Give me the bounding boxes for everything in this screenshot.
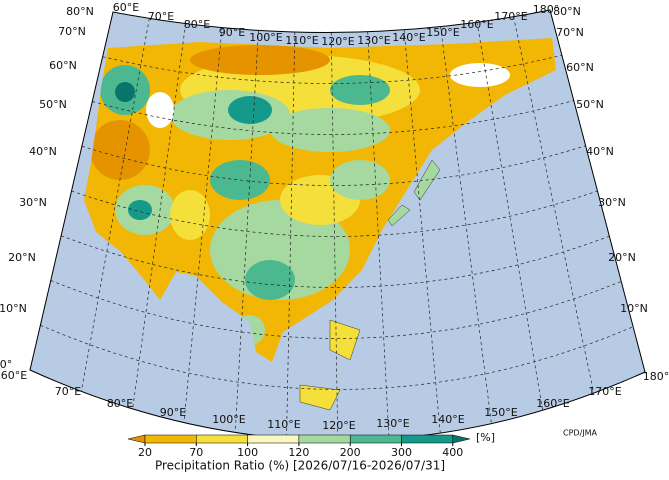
coordinate-label: 10°N — [0, 302, 27, 315]
meridian — [183, 27, 223, 423]
coordinate-label: 10°N — [620, 302, 648, 315]
coordinate-label: 30°N — [19, 196, 47, 209]
coordinate-label: 150°E — [484, 406, 517, 419]
meridian — [234, 30, 259, 433]
colorbar-segment — [127, 434, 146, 444]
meridian — [440, 26, 492, 424]
colorbar-tick-label: 300 — [391, 446, 412, 459]
colorbar-tick-label: 200 — [340, 446, 361, 459]
coordinate-label: 120°E — [321, 35, 354, 48]
colorbar-tick-label: 20 — [138, 446, 152, 459]
coordinate-label: 80°N — [66, 5, 94, 18]
coordinate-label: 0° — [0, 358, 12, 371]
parallel — [81, 145, 586, 186]
islands — [387, 159, 441, 227]
credit: CPD/JMA — [563, 429, 598, 438]
colorbar-unit: [%] — [476, 431, 495, 444]
coordinate-label: 100°E — [249, 31, 282, 44]
meridian — [330, 32, 339, 441]
colorbar-segment — [298, 434, 351, 444]
coordinate-label: 90°E — [160, 406, 186, 419]
coordinate-label: 70°N — [556, 26, 584, 39]
coordinate-label: 150°E — [426, 26, 459, 39]
coordinate-label: 120°E — [322, 419, 355, 432]
meridian — [513, 16, 595, 394]
coordinate-label: 70°E — [148, 10, 174, 23]
coordinate-label: 140°E — [431, 413, 464, 426]
coordinate-label: 100°E — [212, 413, 245, 426]
coordinate-label: 60°N — [49, 59, 77, 72]
parallel — [40, 324, 634, 390]
coordinate-label: 160°E — [460, 18, 493, 31]
coordinate-label: 40°N — [586, 145, 614, 158]
coordinate-label: 40°N — [29, 145, 57, 158]
coordinate-label: 130°E — [357, 34, 390, 47]
meridian — [367, 31, 390, 439]
colorbar-title: Precipitation Ratio (%) [2026/07/16-2026… — [155, 459, 445, 473]
colorbar-segment — [349, 434, 402, 444]
graticule — [40, 16, 634, 441]
coordinate-label: 110°E — [285, 34, 318, 47]
coordinate-label: 180° — [643, 370, 669, 383]
coordinate-label: 140°E — [392, 31, 425, 44]
parallel — [102, 54, 562, 84]
coordinate-label: 130°E — [376, 417, 409, 430]
colorbar-segment — [401, 434, 454, 444]
colorbar-tick-label: 120 — [288, 446, 309, 459]
colorbar-tick-label: 400 — [442, 446, 463, 459]
colorbar-tick-label: 70 — [189, 446, 203, 459]
map-frame — [29, 9, 646, 441]
coordinate-label: 170°E — [494, 10, 527, 23]
coordinate-label: 20°N — [8, 251, 36, 264]
coordinate-label: 60°E — [1, 369, 27, 382]
coordinate-label: 110°E — [267, 418, 300, 431]
parallel — [71, 190, 598, 237]
coordinate-label: 50°N — [39, 98, 67, 111]
coordinate-label: 90°E — [219, 26, 245, 39]
coordinate-label: 160°E — [536, 397, 569, 410]
meridian — [403, 29, 441, 434]
coordinate-label: 20°N — [608, 251, 636, 264]
coordinate-label: 170°E — [588, 385, 621, 398]
colorbar-tick-label: 100 — [237, 446, 258, 459]
coordinate-labels: 60°E70°E80°E90°E 100°E 110°E 120°E 130°E 140°… — [0, 1, 669, 432]
coordinate-label: 50°N — [576, 98, 604, 111]
coordinate-label: 80°E — [184, 18, 210, 31]
islands — [299, 319, 361, 411]
colorbar: 20 70 100 120 200 300 400 — [127, 434, 470, 459]
coordinate-label: 70°N — [58, 25, 86, 38]
coordinate-label: 70°E — [55, 385, 81, 398]
colorbar-segment — [247, 434, 300, 444]
coordinate-label: 60°E — [113, 1, 139, 14]
colorbar-segment — [196, 434, 248, 444]
meridian — [286, 32, 296, 439]
coordinate-label: 30°N — [598, 196, 626, 209]
coordinate-label: 60°N — [566, 61, 594, 74]
colorbar-segment — [452, 434, 470, 444]
coordinate-label: 80°E — [107, 397, 133, 410]
colorbar-segment — [144, 434, 197, 444]
coordinate-label: 180° — [533, 3, 560, 16]
coordinate-label: 80°N — [553, 5, 581, 18]
